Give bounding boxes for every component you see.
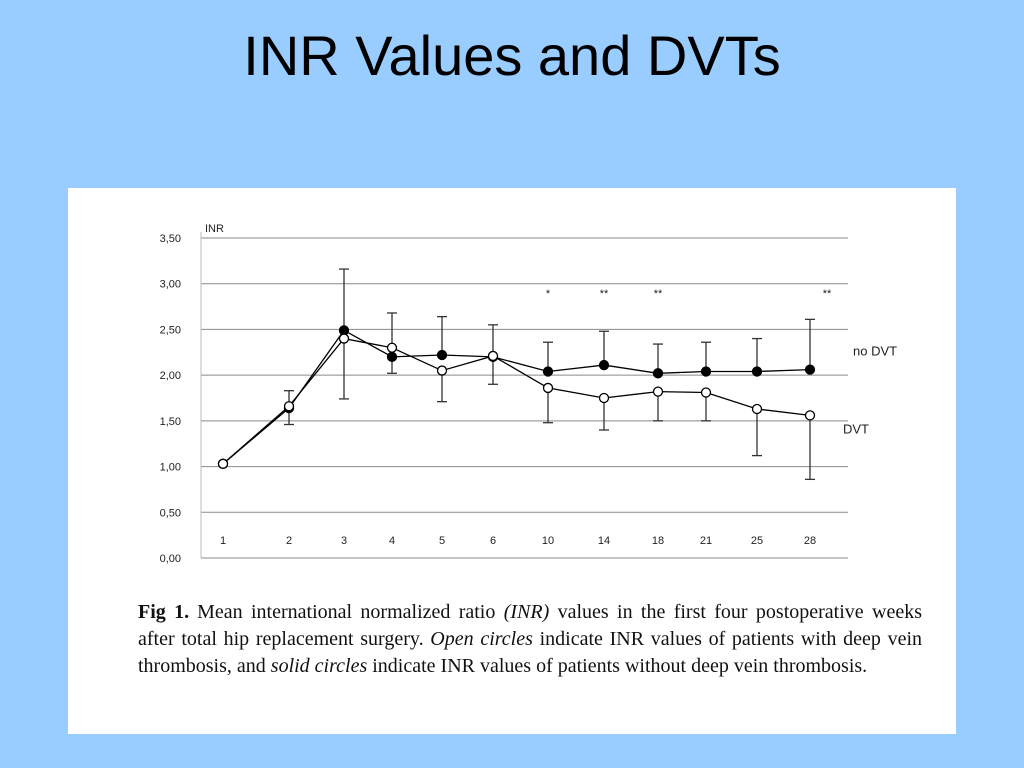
data-point-dvt	[487, 350, 499, 362]
x-tick-label: 28	[804, 535, 816, 547]
significance-marker: **	[654, 288, 663, 300]
significance-marker: *	[546, 288, 551, 300]
series-label-dvt: DVT	[843, 421, 869, 436]
x-tick-label: 14	[598, 535, 610, 547]
significance-marker: **	[823, 288, 832, 300]
y-tick-label: 1,00	[160, 462, 181, 474]
x-tick-label: 2	[286, 535, 292, 547]
inr-chart: 0,00 0,50 1,00 1,50 2,00 2,50 3,00 3,50 INR 1 2 3 4 5…	[160, 223, 898, 565]
data-point-dvt	[386, 342, 398, 353]
caption-emphasis-inr: (INR)	[503, 601, 550, 623]
y-tick-label: 2,00	[160, 370, 181, 382]
x-tick-label: 18	[652, 535, 664, 547]
significance-marker: **	[600, 288, 609, 300]
series-line-dvt	[222, 337, 811, 465]
data-point-no-dvt	[436, 349, 448, 361]
data-point-no-dvt	[751, 366, 763, 377]
y-tick-label: 2,50	[160, 324, 181, 336]
x-tick-label: 6	[490, 535, 496, 547]
caption-text-4: indicate INR values of patients without …	[367, 655, 868, 677]
y-tick-label: 3,50	[160, 233, 181, 245]
x-tick-label: 1	[220, 535, 226, 547]
data-point-dvt	[283, 401, 295, 412]
data-point-dvt	[804, 410, 816, 421]
x-tick-label: 4	[389, 535, 395, 547]
figure-panel: 0,00 0,50 1,00 1,50 2,00 2,50 3,00 3,50 INR 1 2 3 4 5…	[68, 188, 956, 734]
y-tick-label: 3,00	[160, 279, 181, 291]
y-tick-label: 1,50	[160, 416, 181, 428]
caption-text-1: Mean international normalized ratio	[197, 601, 504, 623]
data-point-dvt	[217, 458, 229, 469]
data-point-dvt	[598, 392, 610, 404]
slide-title: INR Values and DVTs	[243, 24, 781, 87]
data-point-dvt	[338, 333, 350, 344]
x-tick-label: 5	[439, 535, 445, 547]
y-tick-label: 0,00	[160, 553, 181, 565]
y-axis-label: INR	[205, 223, 224, 235]
data-point-no-dvt	[386, 351, 398, 363]
x-tick-label: 21	[700, 535, 712, 547]
data-point-no-dvt	[700, 366, 712, 377]
caption-text-3: indicate INR values of patients with dee…	[138, 628, 922, 677]
series-line-no-dvt	[222, 329, 811, 465]
series-label-no-dvt: no DVT	[853, 344, 897, 359]
data-point-dvt	[700, 387, 712, 398]
caption-emphasis-open: Open circles	[430, 628, 533, 650]
data-point-dvt	[436, 365, 448, 376]
x-tick-label: 10	[542, 535, 554, 547]
figure-caption: Fig 1. Mean international normalized rati…	[138, 599, 922, 680]
data-point-no-dvt	[652, 368, 664, 379]
data-point-dvt	[751, 403, 763, 415]
data-point-no-dvt	[542, 366, 554, 377]
data-point-dvt	[542, 382, 554, 394]
y-tick-label: 0,50	[160, 507, 181, 519]
data-point-no-dvt	[598, 359, 610, 371]
caption-label: Fig 1.	[138, 601, 190, 623]
x-tick-label: 25	[751, 535, 763, 547]
data-point-dvt	[652, 386, 664, 397]
caption-text-2: values in the first four postoperative w…	[138, 601, 922, 650]
caption-emphasis-solid: solid circles	[270, 655, 368, 677]
x-tick-label: 3	[341, 535, 347, 547]
data-point-no-dvt	[804, 364, 816, 375]
